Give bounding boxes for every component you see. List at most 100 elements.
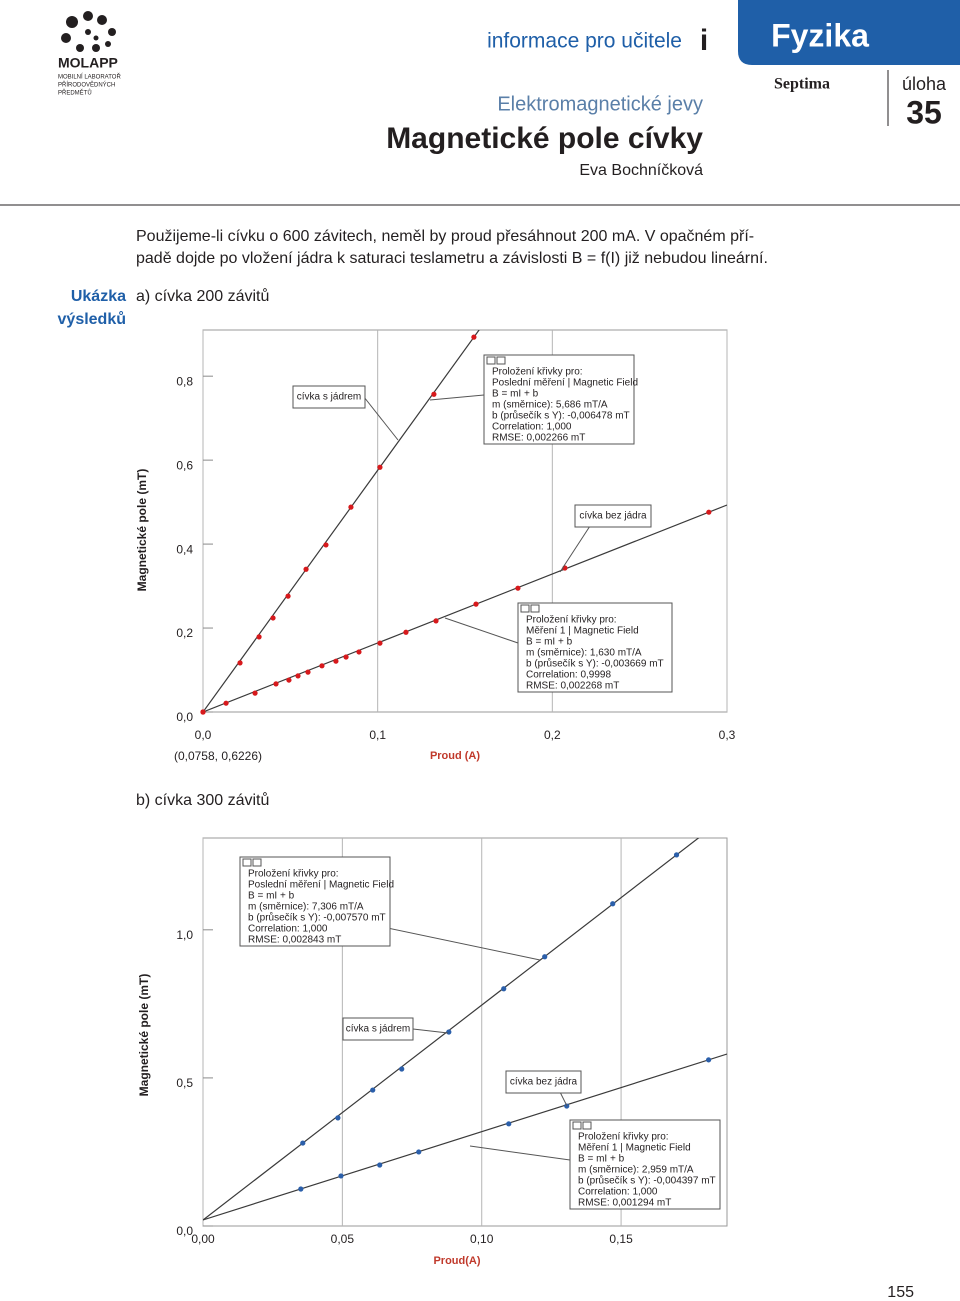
series-label-box	[292, 385, 366, 409]
fit-box	[569, 1119, 721, 1210]
fit-text: b (průsečík s Y): -0,004397 mT	[578, 1175, 716, 1187]
y-tick-label: 0,6	[176, 458, 193, 472]
fit-text: Proložení křivky pro:	[578, 1132, 669, 1143]
data-point	[303, 566, 309, 572]
series-label-box	[574, 504, 652, 528]
section-label: Ukázka	[71, 288, 126, 305]
fit-text: RMSE: 0,002266 mT	[492, 433, 585, 444]
fit-line	[203, 330, 480, 712]
section: informace pro učitele	[487, 30, 682, 53]
y-tick-label: 0,0	[176, 710, 193, 724]
data-point	[377, 1162, 383, 1168]
box-icon	[252, 858, 262, 867]
logo-text: MOLAPP	[58, 55, 118, 71]
fit-text: B = mI + b	[492, 389, 539, 400]
data-point	[286, 677, 292, 683]
y-tick-label: 0,4	[176, 542, 193, 556]
series-label-box	[342, 1017, 414, 1041]
box-icon	[496, 356, 506, 365]
data-point	[706, 509, 712, 515]
data-point	[446, 1029, 452, 1035]
fit-text: RMSE: 0,002843 mT	[248, 935, 341, 946]
box-icon	[486, 356, 496, 365]
page-number: 155	[887, 1284, 914, 1301]
data-point	[338, 1173, 344, 1179]
y-axis-label: Magnetické pole (mT)	[137, 974, 151, 1097]
fit-line	[203, 504, 727, 712]
data-point	[542, 954, 548, 960]
section-label: výsledků	[58, 311, 126, 328]
x-tick-label: 0,00	[191, 1232, 215, 1246]
fit-line	[203, 838, 700, 1221]
x-tick-label: 0,3	[719, 728, 736, 742]
data-point	[370, 1087, 376, 1093]
x-tick-label: 0,10	[470, 1232, 494, 1246]
leader	[469, 1145, 571, 1161]
x-tick-label: 0,1	[369, 728, 386, 742]
chart-title: a) cívka 200 závitů	[136, 287, 269, 305]
y-tick-label: 0,2	[176, 626, 193, 640]
data-point	[377, 640, 383, 646]
chart-title: b) cívka 300 závitů	[136, 791, 269, 809]
series-label-box	[505, 1070, 582, 1094]
fit-text: RMSE: 0,001294 mT	[578, 1198, 671, 1209]
logo-subtitle: PŘEDMĚTŮ	[58, 89, 92, 97]
fit-text: Měření 1 | Magnetic Field	[578, 1143, 691, 1154]
y-tick-label: 0,5	[176, 1076, 193, 1090]
leader	[559, 525, 591, 573]
y-tick-label: 0,0	[176, 1224, 193, 1238]
leader	[444, 617, 519, 644]
data-point	[273, 681, 279, 687]
data-point	[473, 601, 479, 607]
fit-text: B = mI + b	[526, 637, 573, 648]
data-point	[323, 542, 329, 548]
data-point	[300, 1140, 306, 1146]
data-point	[416, 1149, 422, 1155]
subject-tab	[738, 0, 960, 65]
data-point	[319, 663, 325, 669]
data-point	[270, 615, 276, 621]
data-point	[343, 654, 349, 660]
series-label: cívka bez jádra	[510, 1077, 578, 1088]
data-point	[298, 1186, 304, 1192]
y-tick-label: 0,8	[176, 374, 193, 388]
fit-text: b (průsečík s Y): -0,006478 mT	[492, 410, 630, 422]
fit-text: RMSE: 0,002268 mT	[526, 681, 619, 692]
data-point	[348, 504, 354, 510]
annotation: (0,0758, 0,6226)	[174, 749, 262, 763]
data-point	[256, 634, 262, 640]
x-axis-label: Proud (A)	[430, 750, 480, 762]
data-point	[200, 709, 206, 715]
data-point	[295, 673, 301, 679]
data-point	[252, 690, 258, 696]
leader	[363, 396, 399, 441]
fit-text: Proložení křivky pro:	[248, 869, 339, 880]
x-tick-label: 0,15	[609, 1232, 633, 1246]
data-point	[335, 1115, 341, 1121]
box-icon	[530, 604, 540, 613]
data-point	[706, 1057, 712, 1063]
box-icon	[520, 604, 530, 613]
fit-text: Měření 1 | Magnetic Field	[526, 626, 639, 637]
logo-subtitle: PŘÍRODOVĚDNÝCH	[58, 81, 115, 89]
fit-text: m (směrnice): 7,306 mT/A	[248, 902, 364, 913]
data-point	[305, 669, 311, 675]
data-point	[377, 464, 383, 470]
data-point	[673, 852, 680, 858]
fit-text: Correlation: 0,9998	[526, 670, 611, 681]
fit-text: m (směrnice): 2,959 mT/A	[578, 1165, 694, 1176]
series-label: cívka s jádrem	[297, 392, 361, 403]
fit-text: Proložení křivky pro:	[526, 615, 617, 626]
subject: Fyzika	[771, 17, 869, 53]
leader	[559, 1091, 568, 1107]
box-icon	[572, 1121, 582, 1130]
fit-text: b (průsečík s Y): -0,003669 mT	[526, 658, 664, 670]
fit-line	[203, 1053, 727, 1221]
data-point	[501, 986, 507, 992]
topic: Elektromagnetické jevy	[497, 93, 703, 115]
fit-text: m (směrnice): 5,686 mT/A	[492, 400, 608, 411]
fit-text: Correlation: 1,000	[578, 1187, 658, 1198]
fit-text: b (průsečík s Y): -0,007570 mT	[248, 912, 386, 924]
